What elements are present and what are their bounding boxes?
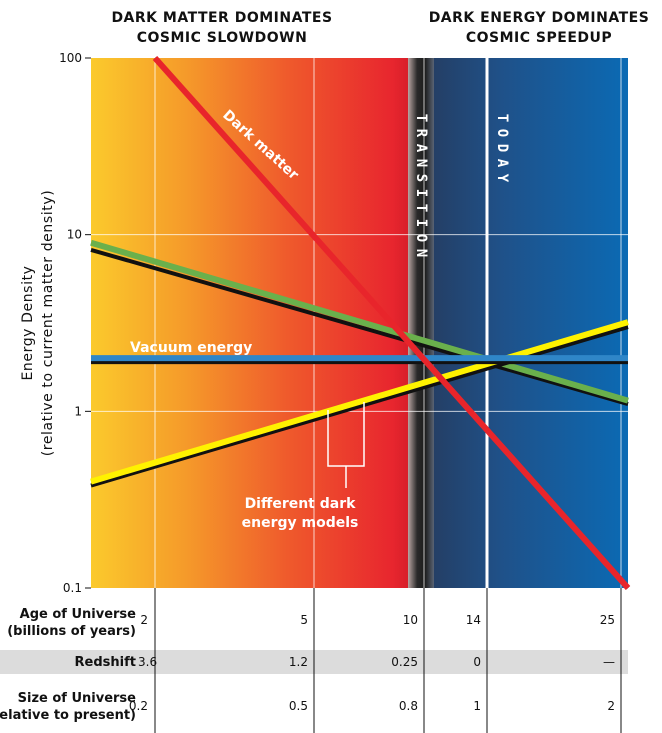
transition-band — [408, 58, 434, 588]
transition-label-char: R — [413, 129, 429, 138]
y-tick-label: 1 — [74, 404, 82, 418]
table-cell: 25 — [600, 613, 615, 627]
table-cell: 0 — [473, 655, 481, 669]
transition-label-char: O — [413, 234, 429, 242]
transition-label-char: T — [413, 204, 429, 212]
transition-label-char: N — [413, 159, 429, 167]
y-tick-label: 10 — [67, 228, 82, 242]
speedup-region — [434, 58, 628, 588]
y-tick-label: 100 — [59, 51, 82, 65]
table-cell: 0.5 — [289, 699, 308, 713]
series-lines — [90, 56, 631, 590]
model-line-black — [90, 325, 629, 488]
transition-label-char: I — [413, 219, 429, 227]
header-left-line1: DARK MATTER DOMINATES — [111, 10, 332, 26]
transition-label-char: N — [413, 249, 429, 257]
series-line — [90, 319, 629, 485]
y-tick-label: 0.1 — [63, 581, 82, 595]
today-label-char: Y — [494, 174, 510, 183]
table-row-label: Age of Universe — [20, 607, 137, 622]
table-cell: 3.6 — [138, 655, 157, 669]
table-cell: 14 — [466, 613, 481, 627]
header-left-line2: COSMIC SLOWDOWN — [137, 30, 308, 46]
transition-label-char: T — [413, 114, 429, 122]
transition-label-char: I — [413, 189, 429, 197]
today-label-char: O — [494, 129, 510, 137]
table-cell: 10 — [403, 613, 418, 627]
series-line — [90, 239, 629, 404]
annotation-line2: energy models — [242, 515, 359, 531]
table-cell: 2 — [607, 699, 615, 713]
table-cell: 0.2 — [129, 699, 148, 713]
y-axis-label: Energy Density — [20, 265, 36, 380]
transition-label-char: A — [413, 144, 429, 153]
today-label-char: A — [494, 159, 510, 168]
table-row-sublabel: (relative to present) — [0, 708, 136, 723]
grid-lines — [91, 58, 628, 588]
header-right-line1: DARK ENERGY DOMINATES — [429, 10, 650, 26]
table-row-label: Redshift — [75, 655, 136, 670]
table-cell: — — [603, 655, 615, 669]
table-cell: 1 — [473, 699, 481, 713]
table-cell: 2 — [140, 613, 148, 627]
table-row-label: Size of Universe — [18, 691, 137, 706]
annotation-line1: Different dark — [245, 496, 357, 512]
table-cell: 5 — [300, 613, 308, 627]
data-table: Age of Universe(billions of years)2 5 10 14… — [0, 588, 628, 733]
y-axis-sublabel: (relative to current matter density) — [40, 190, 56, 457]
y-axis: 100 10 1 0.1 Energy Density (relative to curr… — [20, 51, 91, 595]
table-cell: 0.25 — [391, 655, 418, 669]
transition-label-char: S — [413, 174, 429, 182]
table-cell: 1.2 — [289, 655, 308, 669]
table-cell: 0.8 — [399, 699, 418, 713]
table-row-sublabel: (billions of years) — [7, 624, 136, 639]
today-label-char: T — [494, 114, 510, 122]
model-line-black — [90, 247, 629, 406]
today-label-char: D — [494, 144, 510, 152]
series-line — [152, 56, 631, 590]
header-right-line2: COSMIC SPEEDUP — [466, 30, 612, 46]
series-label-vacuum-energy: Vacuum energy — [130, 340, 252, 356]
